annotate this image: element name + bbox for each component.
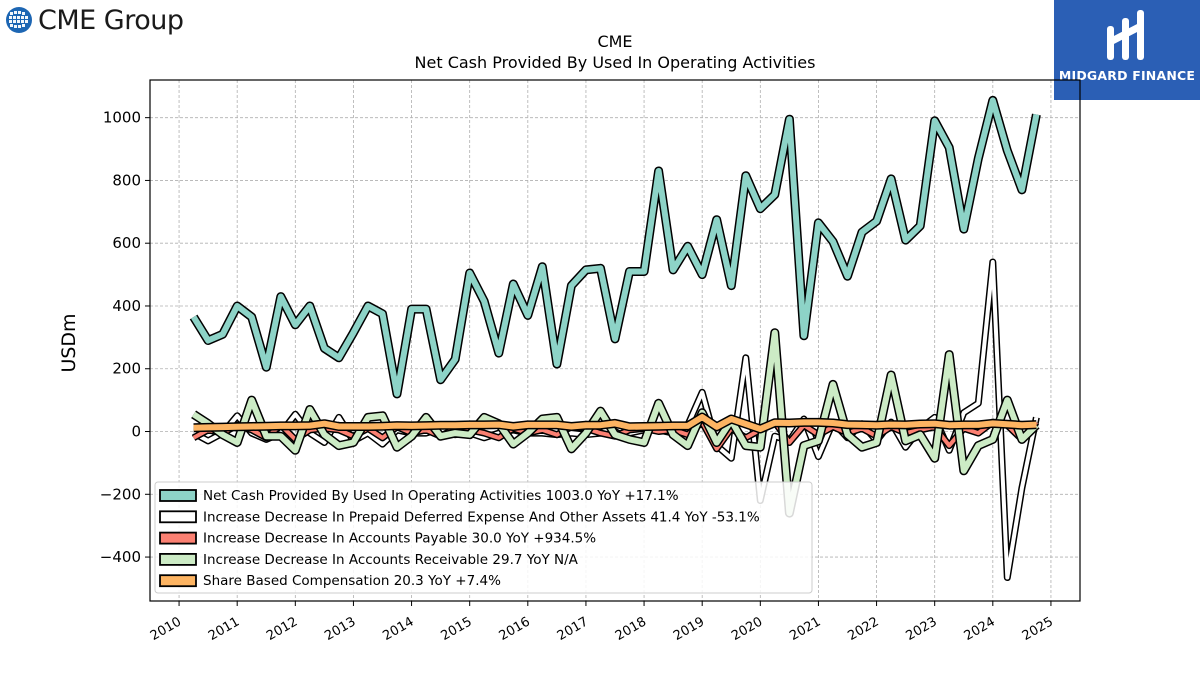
grid xyxy=(150,80,1080,601)
midgard-mark-icon xyxy=(1107,10,1144,60)
y-axis-label: USDm xyxy=(58,313,80,372)
legend-swatch xyxy=(159,574,197,588)
x-tick-label: 2021 xyxy=(787,614,823,644)
legend: Net Cash Provided By Used In Operating A… xyxy=(154,481,813,594)
x-tick-label: 2015 xyxy=(439,614,475,644)
y-tick-label: −400 xyxy=(100,548,141,566)
y-tick-label: 800 xyxy=(112,171,141,189)
x-tick-label: 2014 xyxy=(380,614,416,644)
legend-label: Share Based Compensation 20.3 YoY +7.4% xyxy=(203,573,501,589)
legend-label: Increase Decrease In Accounts Payable 30… xyxy=(203,531,596,547)
cme-group-logo: CME Group xyxy=(6,4,184,36)
midgard-finance-logo: MIDGARD FINANCE xyxy=(1054,0,1200,100)
cme-group-logo-text: CME Group xyxy=(38,4,184,36)
x-tick-label: 2012 xyxy=(264,614,300,644)
legend-box xyxy=(154,481,813,594)
x-tick-label: 2023 xyxy=(904,614,940,644)
legend-label: Increase Decrease In Accounts Receivable… xyxy=(203,552,579,568)
y-tick-label: 1000 xyxy=(103,109,141,127)
legend-label: Increase Decrease In Prepaid Deferred Ex… xyxy=(203,509,760,525)
legend-swatch xyxy=(159,510,197,524)
y-tick-label: 200 xyxy=(112,360,141,378)
series-line xyxy=(191,97,1040,397)
y-tick-label: 400 xyxy=(112,297,141,315)
legend-swatch xyxy=(159,489,197,502)
midgard-finance-logo-text: MIDGARD FINANCE xyxy=(1058,68,1196,83)
plot-series xyxy=(189,95,1041,581)
y-tick-label: 0 xyxy=(131,423,141,441)
series-line xyxy=(191,329,1039,517)
legend-swatch xyxy=(159,531,197,545)
x-tick-label: 2020 xyxy=(729,614,765,644)
x-tick-label: 2022 xyxy=(845,614,881,644)
series-line xyxy=(193,414,1037,432)
plot-frame xyxy=(149,79,1081,602)
x-tick-label: 2024 xyxy=(962,614,998,644)
x-tick-label: 2013 xyxy=(322,614,358,644)
series-outline xyxy=(189,95,1041,399)
legend-swatch xyxy=(159,553,197,566)
x-tick-label: 2018 xyxy=(613,614,649,644)
x-tick-label: 2010 xyxy=(148,614,184,644)
x-tick-label: 2011 xyxy=(206,614,242,644)
globe-icon xyxy=(6,7,32,33)
chart-subtitle: Net Cash Provided By Used In Operating A… xyxy=(415,53,816,72)
x-tick-label: 2025 xyxy=(1020,614,1056,644)
legend-label: Net Cash Provided By Used In Operating A… xyxy=(203,488,679,504)
x-tick-label: 2016 xyxy=(497,614,533,644)
y-tick-label: 600 xyxy=(112,234,141,252)
chart-title: CME xyxy=(597,32,632,51)
x-tick-label: 2019 xyxy=(671,614,707,644)
x-tick-label: 2017 xyxy=(555,614,591,644)
y-tick-label: −200 xyxy=(100,485,141,503)
